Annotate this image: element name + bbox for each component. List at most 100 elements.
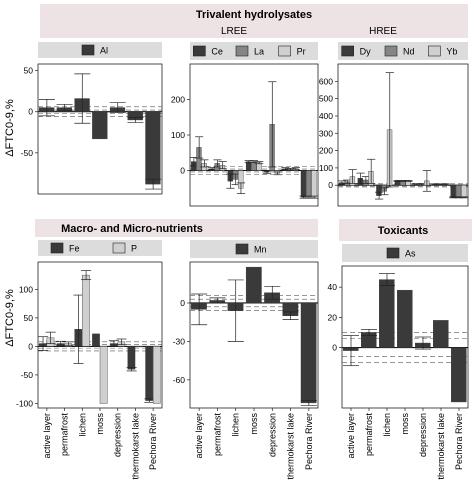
legend-swatch-mn [235,243,249,255]
group-title-lree: LREE [221,26,247,37]
legend-swatch-yb [428,45,441,57]
x-tick-label: permafrost [364,413,374,457]
y-tick-label: 0 [28,341,33,351]
x-tick-label: moss [400,413,410,435]
panel-lree: Ce La Pr 0 100 200 [171,42,319,207]
x-tick-label: active layer [346,413,356,459]
legend-swatch-ce [193,45,206,57]
legend-strip [38,42,162,58]
y-tick-label: 100 [171,130,185,140]
x-tick-label: active layer [194,413,204,459]
y-tick-label: 50 [24,313,34,323]
x-tick-label: thermokarst lake [130,413,140,480]
y-tick-label: 200 [319,146,333,156]
x-tick-label: thermokarst lake [436,413,446,480]
legend-swatch-dy [341,45,354,57]
group-title-hree: HREE [369,26,397,37]
bar-al-moss [92,111,108,140]
y-tick-label: 20 [328,312,338,322]
x-tick-label: active layer [42,413,52,459]
y-tick-label: 300 [319,128,333,138]
legend-swatch-p [112,242,126,254]
x-tick-label: permafrost [60,413,70,457]
x-tick-label: lichen [382,413,392,437]
y-tick-label: 100 [319,163,333,173]
bar-pr-Pechora-River [311,170,317,198]
y-tick-label: 0 [332,343,337,353]
y-tick-label: 400 [319,111,333,121]
bar-fe-moss [92,333,100,347]
bar-p-thermokarst-lake [135,346,143,348]
panel-al: Al -50 0 50 [21,42,163,195]
bar-as-thermokarst-lake [433,320,449,348]
x-tick-label: moss [95,413,105,435]
bar-as-moss [397,289,413,348]
legend-label-fe: Fe [69,244,80,254]
group-header-macro-bg [35,219,318,237]
y-tick-label: -60 [173,375,186,385]
legend-label-dy: Dy [360,47,371,57]
legend-swatch-la [235,45,249,57]
y-tick-label: 50 [24,66,34,76]
legend-strip [342,244,468,262]
legend-label-pr: Pr [297,47,306,57]
legend-label-ce: Ce [211,47,223,57]
x-tick-label: depression [418,413,428,457]
x-tick-label: depression [113,413,123,457]
legend-label-yb: Yb [446,47,457,57]
x-tick-label: Pechora River [454,413,464,470]
legend-strip [190,240,318,258]
bar-p-lichen [82,274,90,347]
legend-swatch-nd [384,45,398,57]
y-tick-label: 200 [171,95,185,105]
y-tick-label: 100 [19,284,33,294]
bar-fe-thermokarst-lake [127,346,136,370]
bar-yb-Pechora-River [461,185,467,198]
x-tick-label: Pechora River [304,413,314,470]
y-tick-label: 0 [180,298,185,308]
x-tick-label: moss [249,413,259,435]
bar-fe-Pechora-River [145,346,153,401]
bar-as-Pechora-River [451,347,467,403]
panel-macro-and-micro-nutrients: Fe P -100 -50 0 50 100 active layer permafrost li… [16,240,163,480]
bar-as-lichen [379,279,395,348]
bar-la-Pechora-River [306,170,312,198]
legend-swatch-fe [50,242,64,254]
y-tick-label: 600 [319,76,333,86]
bar-ce-Pechora-River [300,170,307,198]
bar-al-Pechora-River [145,111,161,185]
legend-label-p: P [131,244,137,254]
legend-swatch-al [81,44,95,56]
y-tick-label: 0 [328,180,333,190]
y-tick-label: -50 [21,148,34,158]
bar-p-Pechora-River [152,346,161,404]
legend-strip [38,240,162,256]
y-tick-label: 40 [328,282,338,292]
panel-mn: Mn -60 -30 0 active layer permafrost lichen mos… [173,240,319,480]
group-title-trivalent: Trivalent hydrolysates [196,9,312,21]
bar-mn-Pechora-River [300,302,317,404]
y-tick-label: 0 [28,107,33,117]
x-tick-label: lichen [231,413,241,437]
legend-label-la: La [254,47,264,57]
plot-frame [189,63,319,207]
legend-swatch-pr [278,45,291,57]
x-tick-label: permafrost [212,413,222,457]
group-title-toxicants: Toxicants [378,225,429,237]
panel-hree: Dy Nd Yb 0 100 200 300 400 500 600 [319,42,469,207]
y-axis-title-bottom: ΔFTC0-9,% [4,289,16,347]
bar-mn-moss [245,266,262,304]
x-tick-label: thermokarst lake [286,413,296,480]
y-tick-label: -30 [173,336,186,346]
legend-label-as: As [405,249,416,259]
bar-p-moss [99,346,108,404]
group-title-macro: Macro- and Micro-nutrients [61,223,203,235]
legend-label-al: Al [100,46,108,56]
x-tick-label: depression [267,413,277,457]
group-header-toxicants-bg [339,219,472,241]
y-tick-label: -100 [16,398,33,408]
x-tick-label: Pechora River [148,413,158,470]
bar-nd-Pechora-River [455,185,462,198]
